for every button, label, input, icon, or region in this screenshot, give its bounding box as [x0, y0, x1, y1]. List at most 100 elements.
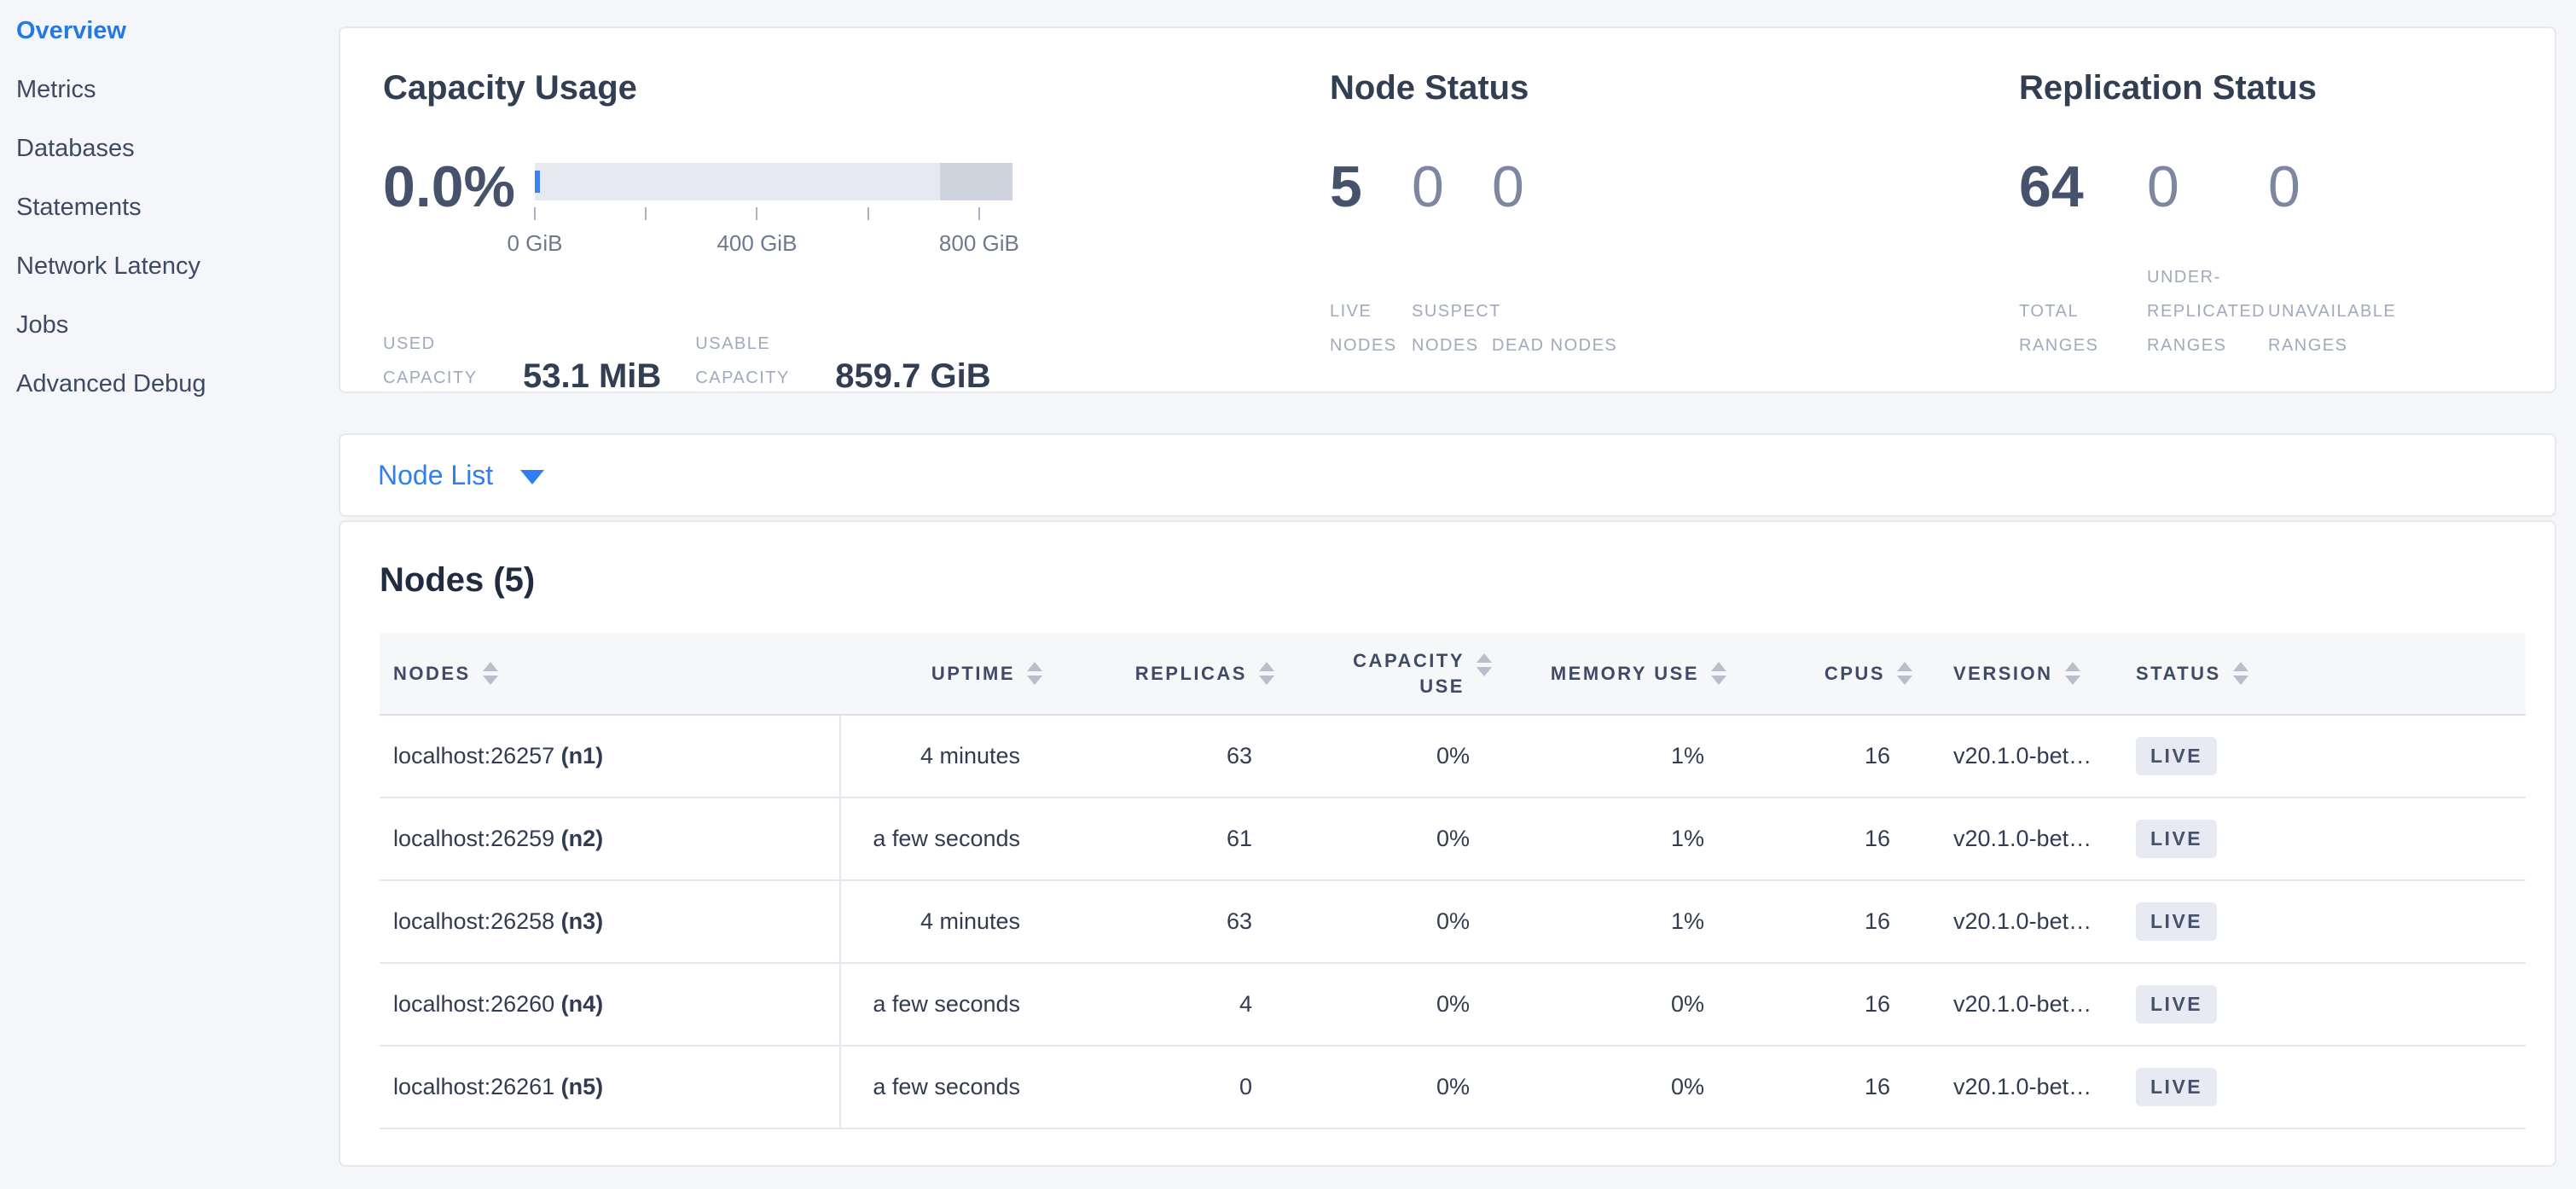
capacity-usage-title: Capacity Usage: [383, 69, 637, 107]
node-list-dropdown[interactable]: Node List: [339, 433, 2556, 517]
dead-nodes-stat: 0 DEAD NODES: [1492, 158, 1628, 362]
sort-icon[interactable]: [482, 662, 498, 685]
status-cell: LIVE: [2126, 963, 2526, 1047]
column-header-memory-use[interactable]: MEMORY USE: [1499, 633, 1733, 716]
status-badge: LIVE: [2136, 1068, 2218, 1106]
nodes-table-card: Nodes (5) NODES UPTIME RE: [339, 520, 2556, 1167]
axis-tick: [645, 207, 647, 220]
caret-down-icon: [520, 469, 545, 484]
table-row: localhost:26260 (n4) a few seconds 4 0% …: [380, 963, 2526, 1047]
status-cell: LIVE: [2126, 715, 2526, 798]
status-badge: LIVE: [2136, 820, 2218, 858]
used-capacity-stat: USED CAPACITY 53.1 MiB: [383, 327, 661, 395]
sidebar-item-statements[interactable]: Statements: [16, 178, 339, 237]
node-link[interactable]: localhost:26259 (n2): [393, 826, 604, 851]
node-link[interactable]: localhost:26257 (n1): [393, 743, 604, 768]
sidebar-item-label: Metrics: [16, 76, 96, 103]
node-name-cell: localhost:26259 (n2): [380, 798, 841, 881]
node-name-cell: localhost:26260 (n4): [380, 963, 841, 1047]
usable-capacity-stat: USABLE CAPACITY 859.7 GiB: [695, 327, 990, 395]
sort-icon[interactable]: [1259, 662, 1274, 685]
usable-capacity-label: USABLE CAPACITY: [695, 334, 790, 387]
suspect-nodes-value: 0: [1412, 154, 1444, 219]
gauge-used-segment: [535, 170, 540, 194]
sidebar-item-advanced-debug[interactable]: Advanced Debug: [16, 355, 339, 414]
replicas-cell: 63: [1049, 880, 1281, 964]
node-link[interactable]: localhost:26260 (n4): [393, 991, 604, 1017]
replicas-cell: 4: [1049, 963, 1281, 1047]
suspect-nodes-stat: 0 SUSPECT NODES: [1412, 154, 1501, 362]
column-header-capacity-use[interactable]: CAPACITY USE: [1281, 633, 1499, 716]
usable-capacity-value: 859.7 GiB: [835, 357, 991, 395]
memory-use-cell: 1%: [1499, 880, 1733, 964]
sort-icon[interactable]: [1711, 662, 1726, 685]
unavailable-ranges-label: UNAVAILABLE RANGES: [2268, 302, 2397, 355]
capacity-percent: 0.0%: [383, 154, 515, 219]
cpus-cell: 16: [1733, 880, 1919, 964]
capacity-use-cell: 0%: [1281, 798, 1499, 881]
sidebar-item-label: Network Latency: [16, 252, 200, 280]
replication-status-section: Replication Status 64 TOTAL RANGES 0 UND…: [2019, 67, 2555, 392]
column-header-status[interactable]: STATUS: [2126, 633, 2526, 716]
replication-status-title: Replication Status: [2019, 69, 2317, 107]
column-header-cpus[interactable]: CPUS: [1733, 633, 1919, 716]
total-ranges-label: TOTAL RANGES: [2019, 302, 2099, 355]
status-cell: LIVE: [2126, 880, 2526, 964]
sidebar-item-databases[interactable]: Databases: [16, 119, 339, 178]
node-link[interactable]: localhost:26261 (n5): [393, 1074, 604, 1099]
uptime-cell: a few seconds: [840, 1046, 1049, 1129]
column-header-uptime[interactable]: UPTIME: [840, 633, 1049, 716]
replicas-cell: 61: [1049, 798, 1281, 881]
sidebar-item-label: Jobs: [16, 311, 69, 339]
sidebar-item-label: Overview: [16, 17, 126, 44]
status-badge: LIVE: [2136, 737, 2218, 775]
axis-tick: [867, 207, 869, 220]
live-nodes-value: 5: [1330, 154, 1362, 219]
live-nodes-label: LIVE NODES: [1330, 302, 1397, 355]
sidebar-item-network-latency[interactable]: Network Latency: [16, 237, 339, 296]
replicas-cell: 63: [1049, 715, 1281, 798]
suspect-nodes-label: SUSPECT NODES: [1412, 302, 1501, 355]
memory-use-cell: 1%: [1499, 798, 1733, 881]
uptime-cell: 4 minutes: [840, 880, 1049, 964]
node-name-cell: localhost:26261 (n5): [380, 1046, 841, 1129]
used-capacity-value: 53.1 MiB: [523, 357, 662, 395]
replication-stats: 64 TOTAL RANGES 0 UNDER-REPLICATED RANGE…: [2019, 158, 2555, 362]
node-name-cell: localhost:26257 (n1): [380, 715, 841, 798]
column-header-nodes[interactable]: NODES: [380, 633, 840, 716]
nodes-table-body: localhost:26257 (n1) 4 minutes 63 0% 1% …: [380, 715, 2526, 1129]
unavailable-ranges-stat: 0 UNAVAILABLE RANGES: [2268, 158, 2439, 362]
table-row: localhost:26259 (n2) a few seconds 61 0%…: [380, 798, 2526, 881]
sort-icon[interactable]: [2064, 662, 2080, 685]
sidebar-item-jobs[interactable]: Jobs: [16, 296, 339, 355]
cluster-summary-card: Capacity Usage 0.0% 0 GiB 400 GiB 800 GiB …: [339, 26, 2556, 395]
memory-use-cell: 0%: [1499, 1046, 1733, 1129]
uptime-cell: a few seconds: [840, 963, 1049, 1047]
used-capacity-label: USED CAPACITY: [383, 334, 478, 387]
axis-tick: [978, 207, 980, 220]
node-link[interactable]: localhost:26258 (n3): [393, 908, 604, 934]
under-replicated-ranges-value: 0: [2147, 154, 2179, 219]
table-row: localhost:26261 (n5) a few seconds 0 0% …: [380, 1046, 2526, 1129]
sidebar-item-label: Databases: [16, 135, 135, 162]
sidebar-item-overview[interactable]: Overview: [16, 2, 339, 61]
axis-tick: [534, 207, 536, 220]
column-header-replicas[interactable]: REPLICAS: [1049, 633, 1281, 716]
sort-icon[interactable]: [1897, 662, 1912, 685]
capacity-use-cell: 0%: [1281, 963, 1499, 1047]
gauge-remainder-segment: [939, 163, 1012, 200]
replicas-cell: 0: [1049, 1046, 1281, 1129]
cpus-cell: 16: [1733, 963, 1919, 1047]
unavailable-ranges-value: 0: [2268, 154, 2300, 219]
dead-nodes-label: DEAD NODES: [1492, 336, 1618, 355]
sort-icon[interactable]: [2232, 662, 2248, 685]
sort-icon[interactable]: [1027, 662, 1042, 685]
column-header-version[interactable]: VERSION: [1919, 633, 2126, 716]
sidebar-item-metrics[interactable]: Metrics: [16, 61, 339, 119]
cpus-cell: 16: [1733, 715, 1919, 798]
cpus-cell: 16: [1733, 798, 1919, 881]
version-cell: v20.1.0-bet…: [1919, 798, 2126, 881]
sort-icon[interactable]: [1477, 652, 1492, 676]
total-ranges-stat: 64 TOTAL RANGES: [2019, 158, 2147, 362]
axis-tick-label: 800 GiB: [938, 230, 1019, 256]
